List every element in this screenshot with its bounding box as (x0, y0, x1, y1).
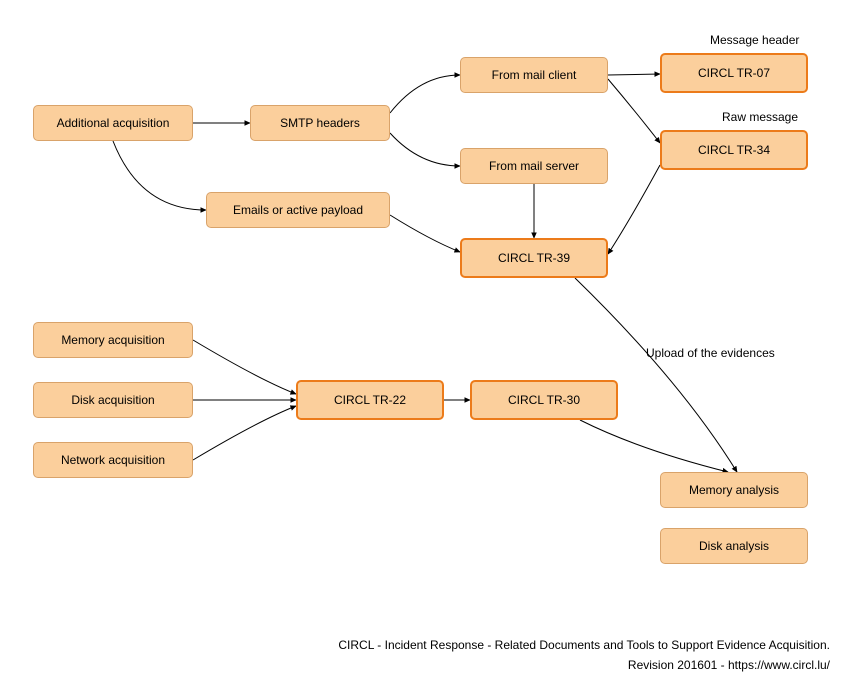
label-raw-msg: Raw message (722, 110, 798, 124)
label-upload: Upload of the evidences (646, 346, 775, 360)
edge-1 (390, 75, 460, 113)
node-tr39: CIRCL TR-39 (460, 238, 608, 278)
label-msg-header: Message header (710, 33, 799, 47)
node-tr07: CIRCL TR-07 (660, 53, 808, 93)
node-smtp: SMTP headers (250, 105, 390, 141)
edge-14 (580, 420, 728, 472)
node-mail-server: From mail server (460, 148, 608, 184)
edge-3 (608, 74, 660, 75)
node-mem-ana: Memory analysis (660, 472, 808, 508)
node-tr22: CIRCL TR-22 (296, 380, 444, 420)
node-disk-ana: Disk analysis (660, 528, 808, 564)
edge-13 (575, 278, 737, 472)
edge-11 (193, 406, 296, 460)
edge-6 (113, 141, 206, 210)
node-tr30: CIRCL TR-30 (470, 380, 618, 420)
node-disk-acq: Disk acquisition (33, 382, 193, 418)
edge-8 (608, 165, 660, 254)
node-tr34: CIRCL TR-34 (660, 130, 808, 170)
edge-9 (193, 340, 296, 394)
edge-4 (608, 79, 660, 143)
node-emails: Emails or active payload (206, 192, 390, 228)
caption-line1: CIRCL - Incident Response - Related Docu… (338, 638, 830, 652)
node-mem-acq: Memory acquisition (33, 322, 193, 358)
node-mail-client: From mail client (460, 57, 608, 93)
edge-7 (390, 215, 460, 252)
caption-line2: Revision 201601 - https://www.circl.lu/ (628, 658, 830, 672)
node-add-acq: Additional acquisition (33, 105, 193, 141)
node-net-acq: Network acquisition (33, 442, 193, 478)
edge-2 (390, 133, 460, 166)
